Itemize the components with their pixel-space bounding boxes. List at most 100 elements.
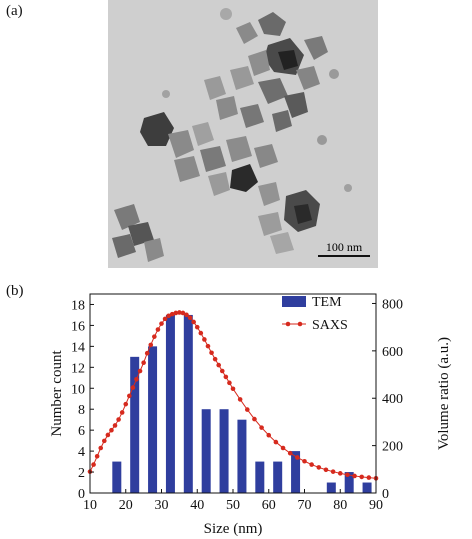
tem-bar — [273, 461, 283, 493]
y-right-tick-label: 0 — [382, 487, 389, 502]
saxs-point — [212, 356, 218, 362]
legend-tem-label: TEM — [312, 295, 342, 310]
saxs-point — [130, 385, 136, 390]
saxs-point — [166, 313, 171, 319]
size-distribution-chart: 10 20 30 40 50 60 70 80 900246810121416180200400… — [49, 293, 452, 537]
scale-bar-label: 100 nm — [326, 240, 363, 254]
saxs-point — [177, 310, 182, 315]
saxs-point — [141, 360, 146, 366]
saxs-point — [98, 445, 104, 451]
chart-legend: TEM SAXS — [282, 295, 348, 333]
legend-saxs-marker — [285, 321, 291, 327]
saxs-point — [191, 319, 196, 325]
saxs-point — [198, 330, 204, 336]
x-tick-label: 90 — [369, 498, 383, 513]
saxs-point — [187, 315, 193, 320]
saxs-point — [219, 368, 225, 374]
saxs-point — [123, 401, 129, 407]
y-right-tick-label: 200 — [382, 440, 403, 455]
saxs-point — [169, 311, 175, 317]
saxs-point — [109, 427, 114, 433]
saxs-point — [323, 467, 329, 473]
nanoparticle-cluster — [112, 8, 352, 262]
tem-bars — [112, 314, 372, 493]
saxs-point — [144, 350, 150, 356]
saxs-point — [337, 471, 343, 476]
saxs-point — [137, 368, 143, 374]
saxs-point — [245, 407, 250, 412]
y-left-tick-label: 8 — [78, 403, 85, 418]
saxs-point — [280, 445, 286, 451]
x-tick-label: 40 — [190, 498, 204, 513]
tem-bar — [291, 451, 301, 493]
x-axis-label: Size (nm) — [204, 521, 263, 537]
saxs-point — [184, 312, 189, 318]
y-axis-right-label: Volume ratio (a.u.) — [436, 337, 452, 450]
saxs-point — [259, 425, 264, 430]
saxs-point — [180, 310, 186, 316]
y-right-tick-label: 800 — [382, 297, 403, 312]
y-axis-left-label: Number count — [49, 350, 65, 437]
saxs-point — [302, 458, 307, 464]
panel-label-b: (b) — [6, 283, 24, 299]
x-tick-label: 60 — [262, 498, 276, 513]
saxs-point — [209, 350, 214, 356]
saxs-point — [237, 397, 243, 402]
x-tick-label: 20 — [119, 498, 133, 513]
y-left-tick-label: 14 — [71, 340, 85, 355]
saxs-point — [345, 472, 350, 478]
x-tick-label: 80 — [333, 498, 347, 513]
saxs-point — [287, 450, 293, 456]
saxs-point — [116, 417, 121, 422]
legend-saxs-marker — [297, 321, 303, 327]
tem-bar — [112, 461, 122, 493]
saxs-point — [266, 432, 272, 438]
tem-bar — [183, 314, 193, 493]
saxs-point — [155, 327, 161, 332]
tem-bar — [201, 409, 211, 493]
x-tick-label: 50 — [226, 498, 240, 513]
tem-bar — [362, 482, 372, 493]
saxs-line — [87, 310, 379, 481]
tem-bar — [255, 461, 265, 493]
saxs-point — [295, 455, 300, 460]
saxs-point — [127, 393, 132, 399]
legend-saxs-label: SAXS — [312, 318, 348, 333]
y-left-tick-label: 0 — [78, 487, 85, 502]
saxs-point — [273, 439, 279, 445]
saxs-point — [119, 410, 125, 415]
saxs-point — [202, 337, 207, 342]
saxs-point — [366, 475, 372, 480]
tem-bar — [237, 419, 247, 493]
chart-axes: 10 20 30 40 50 60 70 80 900246810121416180200400… — [71, 293, 403, 513]
y-left-tick-label: 4 — [78, 445, 85, 460]
saxs-point — [352, 473, 357, 479]
saxs-point — [173, 310, 179, 316]
tem-micrograph: 100 nm — [108, 0, 378, 268]
legend-tem-swatch — [282, 296, 306, 307]
saxs-point — [102, 438, 107, 444]
saxs-point — [216, 362, 221, 368]
saxs-point — [91, 462, 96, 467]
saxs-point — [134, 376, 139, 382]
saxs-point — [194, 324, 200, 330]
saxs-point — [223, 374, 229, 380]
saxs-point — [227, 380, 232, 386]
saxs-point — [94, 453, 100, 459]
saxs-point — [230, 386, 236, 392]
x-tick-label: 10 — [83, 498, 97, 513]
tem-bar — [165, 314, 175, 493]
y-right-tick-label: 400 — [382, 392, 403, 407]
panel-label-a: (a) — [6, 3, 23, 19]
y-right-tick-label: 600 — [382, 345, 403, 360]
y-left-tick-label: 12 — [71, 361, 85, 376]
tem-bar — [219, 409, 229, 493]
x-tick-label: 70 — [298, 498, 312, 513]
saxs-point — [162, 316, 168, 322]
saxs-point — [316, 465, 322, 470]
saxs-point — [152, 334, 157, 339]
saxs-point — [205, 343, 211, 349]
saxs-point — [359, 474, 365, 480]
tem-bar — [130, 356, 140, 493]
saxs-point — [105, 432, 111, 438]
